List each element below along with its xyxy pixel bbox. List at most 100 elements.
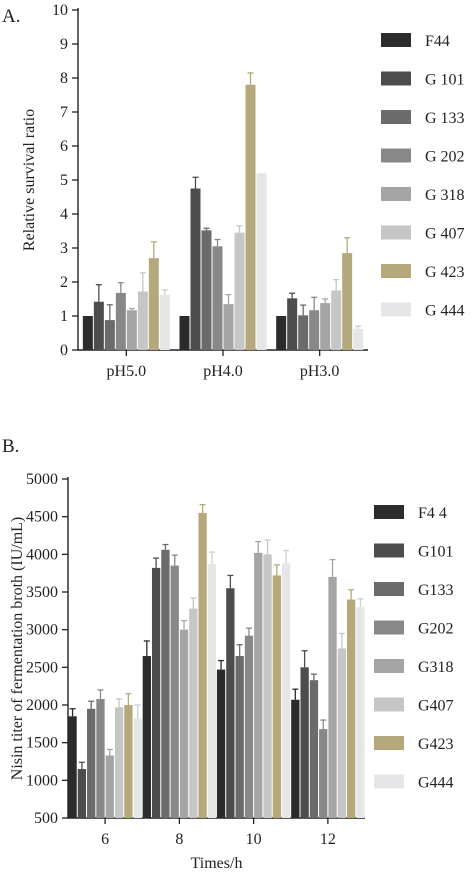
legend-entry: G202 [418, 621, 454, 638]
bar [309, 680, 319, 818]
bar [331, 290, 342, 350]
bar [234, 232, 245, 350]
y-axis-title: Nisin titer of fermentation broth (IU/mL… [9, 517, 26, 780]
legend-entry: G444 [418, 775, 454, 792]
legend-swatch [381, 148, 411, 163]
legend-swatch [381, 187, 411, 201]
x-tick-label: 6 [101, 831, 109, 848]
legend-entry: G318 [418, 659, 454, 676]
bar [309, 310, 320, 350]
bar [126, 310, 137, 350]
x-tick-label: 10 [246, 831, 262, 848]
legend-swatch [374, 774, 404, 789]
y-tick-label: 4 [60, 206, 68, 223]
bar [346, 599, 356, 818]
bar [320, 303, 331, 350]
bar [207, 564, 217, 818]
legend-swatch [381, 302, 411, 317]
x-tick-label: 12 [320, 831, 336, 848]
bar [235, 656, 244, 818]
legend-entry: G101 [418, 544, 454, 561]
bar [287, 298, 298, 350]
legend-entry: F4 4 [418, 505, 447, 522]
bar [198, 512, 207, 818]
bar [337, 648, 346, 818]
bar [328, 576, 337, 818]
legend-swatch [374, 505, 404, 519]
y-tick-label: 7 [60, 104, 68, 121]
x-tick-label: pH4.0 [203, 363, 243, 380]
bar [342, 253, 353, 350]
bar [245, 84, 256, 351]
y-tick-label: 5000 [26, 471, 58, 488]
y-tick-label: 5 [60, 172, 68, 189]
bar [223, 304, 234, 350]
y-tick-label: 3 [60, 240, 68, 257]
bar [170, 565, 179, 818]
legend-swatch [374, 659, 404, 673]
x-tick-label: pH3.0 [300, 363, 340, 380]
legend-entry: G 318 [425, 187, 465, 204]
bar [77, 769, 87, 818]
bar [282, 563, 291, 818]
bar [148, 258, 159, 350]
y-tick-label: 2000 [26, 697, 58, 714]
legend-entry: G 423 [425, 264, 465, 281]
bar [96, 698, 105, 818]
legend-swatch [381, 110, 411, 124]
legend-entry: G 133 [425, 110, 465, 127]
legend-entry: G 444 [425, 303, 465, 320]
bar [159, 294, 170, 350]
y-tick-label: 500 [34, 810, 58, 827]
bar [82, 316, 93, 350]
legend-swatch [381, 33, 411, 47]
bar [114, 707, 124, 818]
legend-entry: G407 [418, 698, 454, 715]
bar [244, 635, 254, 818]
bar [190, 188, 201, 350]
bar [105, 755, 114, 818]
bar [298, 315, 309, 350]
legend-swatch [374, 543, 404, 558]
legend-entry: G 407 [425, 226, 465, 243]
bar [124, 705, 133, 818]
y-tick-label: 2500 [26, 659, 58, 676]
legend-entry: G 202 [425, 149, 465, 166]
bar [272, 575, 282, 818]
bar [276, 316, 287, 350]
bar [201, 230, 212, 350]
legend-swatch [381, 71, 411, 86]
y-tick-label: 9 [60, 36, 68, 53]
bar [161, 549, 170, 818]
bar [142, 656, 151, 818]
bar [300, 667, 309, 818]
legend-entry: F44 [425, 33, 450, 50]
y-tick-label: 1500 [26, 735, 58, 752]
chart-b: 500 1000 1500 2000 2500 3000 3500 4000 4500 5000 6… [9, 471, 454, 872]
bar [104, 320, 115, 350]
legend-swatch [381, 264, 411, 278]
bar [137, 291, 148, 350]
y-tick-label: 4500 [26, 509, 58, 526]
bar [133, 718, 142, 818]
y-tick-label: 6 [60, 138, 68, 155]
bar [189, 608, 198, 818]
y-tick-label: 3500 [26, 584, 58, 601]
bar [291, 699, 300, 818]
legend-entry: G133 [418, 582, 454, 599]
legend-swatch [381, 225, 411, 240]
y-tick-label: 2 [60, 274, 68, 291]
legend-swatch [374, 620, 404, 635]
x-tick-label: 8 [175, 831, 183, 848]
panel-a-label: A. [2, 6, 20, 27]
bar [256, 173, 267, 350]
bar [212, 246, 223, 350]
y-tick-label: 0 [60, 342, 68, 359]
y-tick-label: 1000 [26, 772, 58, 789]
chart-a: 0 1 2 3 4 5 6 7 8 9 10 pH5.0 pH4.0 pH3.0 Relative surv… [21, 2, 465, 380]
y-tick-label: 3000 [26, 622, 58, 639]
bar [319, 729, 328, 818]
bar [216, 669, 226, 818]
bar [226, 588, 235, 818]
